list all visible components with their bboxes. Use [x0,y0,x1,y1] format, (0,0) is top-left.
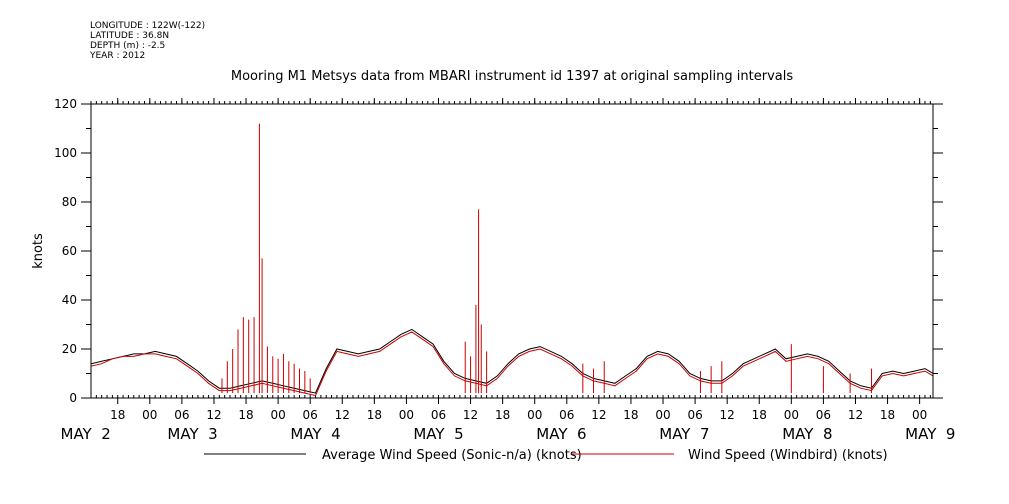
x-day-label: MAY 5 [413,425,463,443]
series-line-windbird [91,331,933,397]
latitude-text: LATITUDE : 36.8N [90,31,170,41]
x-tick-label: 00 [912,408,927,422]
y-tick-label: 100 [54,146,77,160]
x-tick-label: 12 [335,408,350,422]
depth-text: DEPTH (m) : -2.5 [90,41,166,51]
x-tick-label: 06 [687,408,702,422]
x-day-label: MAY 2 [61,425,111,443]
x-tick-label: 18 [238,408,253,422]
legend-label-windbird: Wind Speed (Windbird) (knots) [688,448,888,463]
y-axis-label: knots [31,233,46,269]
x-tick-label: 06 [559,408,574,422]
year-text: YEAR : 2012 [90,51,146,61]
x-tick-label: 00 [655,408,670,422]
x-tick-label: 12 [848,408,863,422]
series-group [91,123,933,397]
x-day-label: MAY 4 [290,425,340,443]
x-tick-label: 18 [752,408,767,422]
y-tick-label: 60 [62,244,77,258]
x-tick-label: 18 [367,408,382,422]
x-tick-label: 12 [720,408,735,422]
series-line-average [91,328,933,394]
x-tick-label: 06 [816,408,831,422]
plot-frame [90,103,934,399]
y-tick-label: 120 [54,97,77,111]
x-tick-label: 00 [527,408,542,422]
x-tick-label: 18 [623,408,638,422]
legend: Average Wind Speed (Sonic-n/a) (knots) W… [204,448,888,463]
legend-label-average: Average Wind Speed (Sonic-n/a) (knots) [322,448,582,463]
chart-title: Mooring M1 Metsys data from MBARI instru… [231,69,793,84]
y-tick-label: 20 [62,342,77,356]
x-tick-label: 18 [495,408,510,422]
x-tick-label: 18 [880,408,895,422]
x-tick-label: 12 [206,408,221,422]
x-day-label: MAY 7 [659,425,709,443]
y-tick-label: 80 [62,195,77,209]
y-tick-label: 40 [62,293,77,307]
x-tick-label: 00 [399,408,414,422]
x-tick-label: 06 [431,408,446,422]
longitude-text: LONGITUDE : 122W(-122) [90,21,206,31]
x-tick-label: 00 [784,408,799,422]
x-tick-label: 00 [142,408,157,422]
x-axis: 18 00 06 12 18 00 06 12 18 00 06 12 18 00 06 12 18 00 06 12… [61,98,955,443]
x-day-label: MAY 3 [167,425,217,443]
x-tick-label: 06 [174,408,189,422]
x-day-label: MAY 9 [905,425,955,443]
x-tick-label: 12 [591,408,606,422]
x-tick-label: 00 [270,408,285,422]
x-day-label: MAY 6 [536,425,586,443]
x-day-label: MAY 8 [782,425,832,443]
x-tick-label: 12 [463,408,478,422]
metadata-block: LONGITUDE : 122W(-122) LATITUDE : 36.8N … [90,21,205,61]
y-axis: 0 20 40 60 80 100 120 [54,97,943,405]
x-tick-label: 06 [303,408,318,422]
y-tick-label: 0 [69,391,77,405]
x-tick-label: 18 [110,408,125,422]
